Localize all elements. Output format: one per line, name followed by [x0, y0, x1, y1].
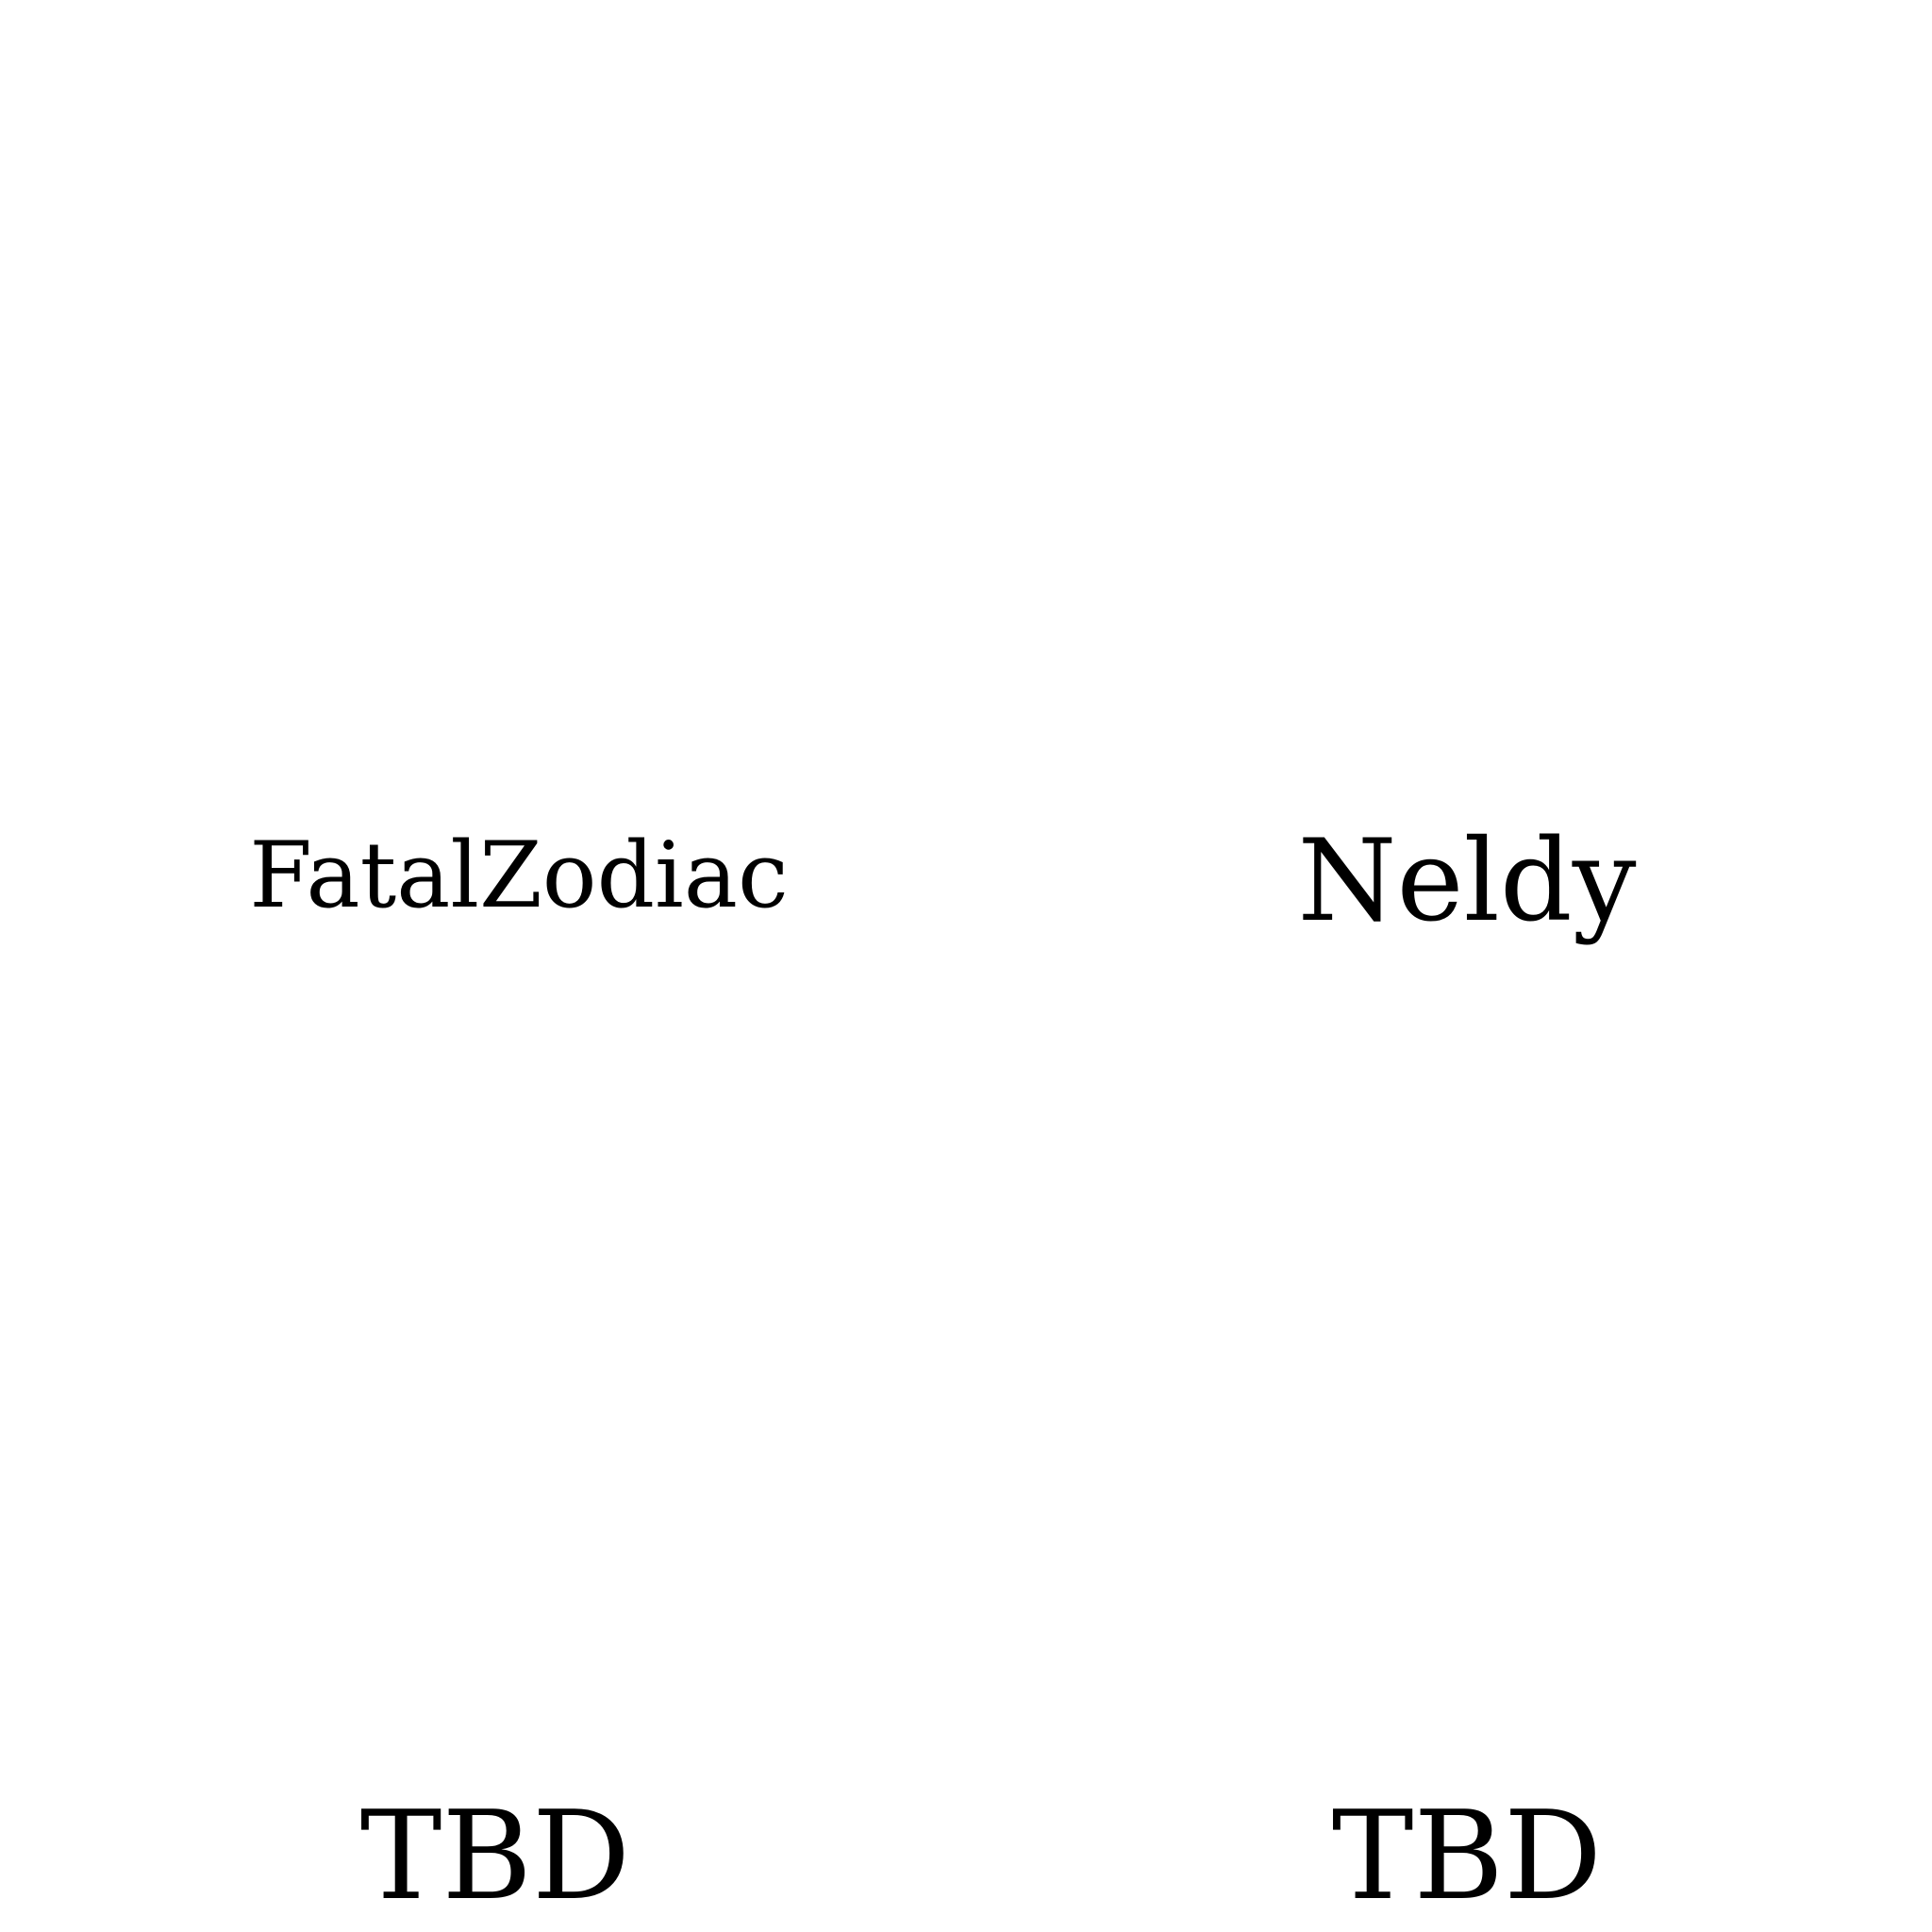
player-name-neldy: Neldy	[1297, 825, 1636, 939]
player-name-fatalzodiac: FatalZodiac	[249, 830, 789, 921]
next-round-slot-left: TBD	[360, 1794, 630, 1917]
next-round-slot-right: TBD	[1332, 1794, 1602, 1917]
